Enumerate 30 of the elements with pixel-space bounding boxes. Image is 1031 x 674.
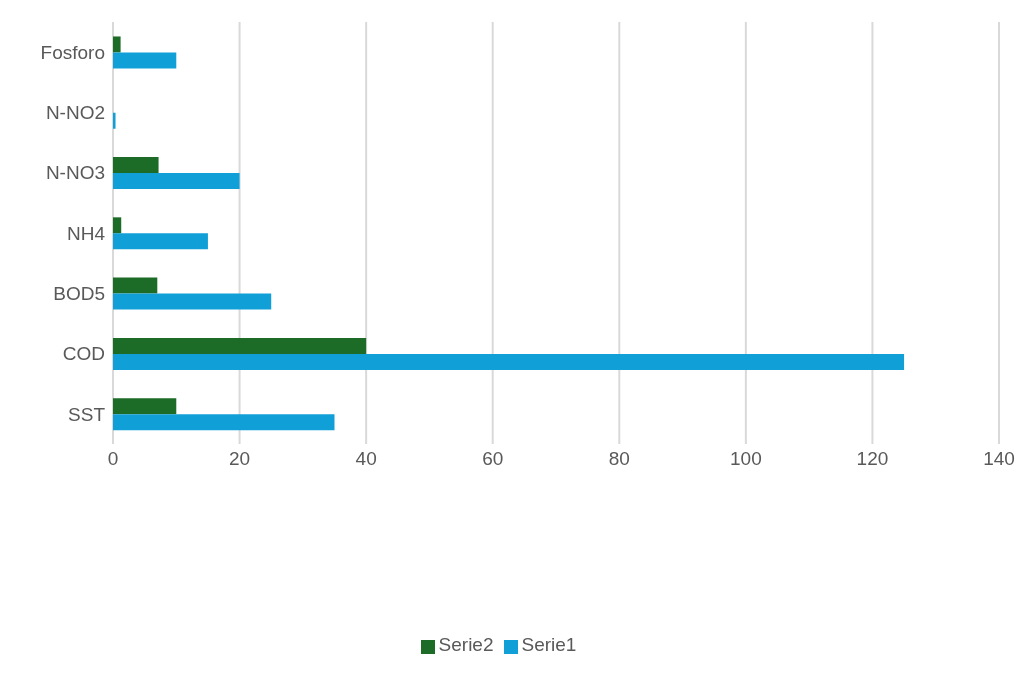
bar xyxy=(113,293,272,310)
bar xyxy=(113,353,905,370)
x-tick-label: 20 xyxy=(229,448,251,470)
bar xyxy=(113,337,367,354)
x-tick-label: 60 xyxy=(482,448,504,470)
x-tick-label: 120 xyxy=(856,448,889,470)
x-tick-label: 140 xyxy=(983,448,1015,470)
y-tick-label: BOD5 xyxy=(53,283,105,305)
bar xyxy=(113,277,158,294)
y-tick-label: NH4 xyxy=(66,222,106,244)
legend-label: Serie2 xyxy=(438,634,494,655)
y-tick-label: Fosforo xyxy=(40,41,105,63)
bar xyxy=(113,414,335,431)
x-tick-label: 80 xyxy=(608,448,630,470)
bar xyxy=(113,398,177,415)
x-tick-label: 100 xyxy=(730,448,762,470)
bar xyxy=(113,217,122,234)
bar xyxy=(113,36,121,53)
bar xyxy=(113,157,159,174)
x-tick-label: 40 xyxy=(355,448,377,470)
y-tick-label: N-NO2 xyxy=(45,102,105,124)
y-tick-label: N-NO3 xyxy=(45,162,105,184)
bar xyxy=(113,173,240,190)
x-tick-label: 0 xyxy=(107,448,119,470)
y-tick-label: COD xyxy=(62,343,105,365)
bar xyxy=(113,233,208,250)
y-tick-label: SST xyxy=(68,403,106,425)
bar xyxy=(113,112,116,129)
bar xyxy=(113,52,177,69)
legend-label: Serie1 xyxy=(521,634,577,655)
